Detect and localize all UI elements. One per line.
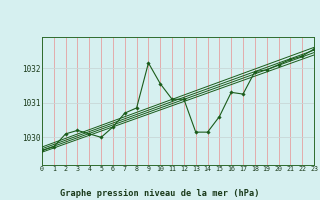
Text: Graphe pression niveau de la mer (hPa): Graphe pression niveau de la mer (hPa) [60,189,260,198]
